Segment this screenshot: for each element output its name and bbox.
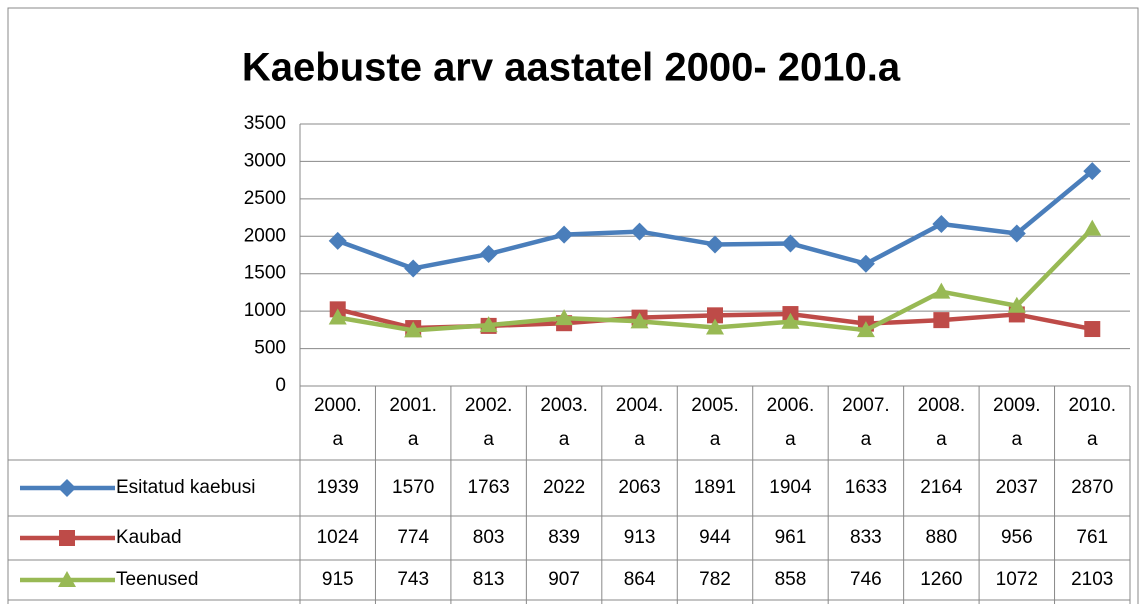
legend-label: Kaubad (116, 527, 182, 548)
data-cell: 2164 (920, 477, 963, 498)
y-tick-label: 500 (254, 338, 286, 359)
y-tick-label: 1000 (244, 300, 286, 321)
x-tick-label: 2010. a (1068, 395, 1117, 450)
data-cell: 915 (321, 569, 354, 590)
marker (932, 215, 951, 234)
data-cell: 1904 (769, 477, 812, 498)
marker (479, 245, 498, 264)
data-cell: 1763 (467, 477, 510, 498)
y-tick-label: 2500 (244, 188, 286, 209)
marker (59, 530, 75, 546)
marker (630, 312, 649, 329)
data-cell: 1260 (920, 569, 963, 590)
marker (706, 235, 724, 254)
data-cell: 2063 (618, 477, 661, 498)
chart-border (7, 7, 1139, 604)
marker (856, 321, 875, 338)
marker (856, 254, 875, 273)
x-tick-label: 2002. a (464, 395, 513, 450)
data-cell: 782 (699, 569, 731, 590)
x-tick-label: 2006. a (766, 395, 815, 450)
data-cell: 1570 (392, 477, 435, 498)
x-tick-label: 2000. a (313, 395, 362, 450)
data-cell: 761 (1076, 527, 1109, 548)
y-tick-label: 1500 (244, 263, 286, 284)
data-cell: 907 (548, 569, 580, 590)
marker (707, 307, 723, 324)
data-cell: 803 (472, 527, 505, 548)
data-cell: 2037 (995, 477, 1038, 498)
marker (404, 321, 423, 338)
data-cell: 944 (699, 527, 731, 548)
data-cell: 839 (548, 527, 580, 548)
marker (58, 571, 76, 587)
data-cell: 961 (774, 527, 807, 548)
marker (630, 222, 649, 241)
data-cell: 1939 (316, 477, 359, 498)
marker (932, 282, 951, 299)
chart-title: Kaebuste arv aastatel 2000- 2010.a (242, 46, 901, 90)
marker (1007, 296, 1026, 313)
marker (555, 225, 574, 244)
legend-label: Esitatud kaebusi (116, 477, 256, 498)
y-tick-label: 3500 (244, 113, 286, 134)
data-cell: 2103 (1071, 569, 1114, 590)
marker (404, 259, 423, 278)
x-tick-label: 2003. a (540, 395, 588, 450)
x-tick-label: 2008. a (917, 395, 966, 450)
marker (555, 309, 574, 326)
data-cell: 858 (774, 569, 807, 590)
data-cell: 880 (925, 527, 958, 548)
x-tick-label: 2005. a (691, 395, 739, 450)
data-cell: 833 (850, 527, 882, 548)
data-cell: 1024 (316, 527, 359, 548)
legend-label: Teenused (116, 569, 199, 590)
marker (781, 312, 800, 329)
data-cell: 774 (397, 527, 430, 548)
x-tick-label: 2009. a (993, 395, 1041, 450)
marker (479, 316, 498, 333)
marker (1084, 321, 1101, 338)
data-cell: 743 (397, 569, 430, 590)
marker (781, 234, 800, 253)
data-cell: 913 (623, 527, 656, 548)
marker (328, 231, 347, 250)
data-cell: 746 (850, 569, 882, 590)
marker (706, 318, 724, 335)
y-tick-label: 2000 (244, 225, 286, 246)
data-cell: 2870 (1071, 477, 1114, 498)
data-cell: 864 (623, 569, 656, 590)
data-cell: 956 (1000, 527, 1033, 548)
marker (1083, 162, 1102, 181)
marker (1007, 224, 1026, 243)
x-tick-label: 2004. a (615, 395, 664, 450)
data-cell: 1633 (844, 477, 888, 498)
data-cell: 1072 (995, 569, 1038, 590)
data-cell: 2022 (542, 477, 586, 498)
data-cell: 1891 (693, 477, 737, 498)
marker (58, 479, 76, 497)
marker (1083, 219, 1102, 236)
data-cell: 813 (472, 569, 505, 590)
x-tick-label: 2001. a (389, 395, 437, 450)
marker (933, 312, 950, 329)
marker (328, 308, 347, 325)
y-tick-label: 3000 (244, 150, 286, 171)
y-tick-label: 0 (275, 375, 286, 396)
x-tick-label: 2007. a (842, 395, 890, 450)
